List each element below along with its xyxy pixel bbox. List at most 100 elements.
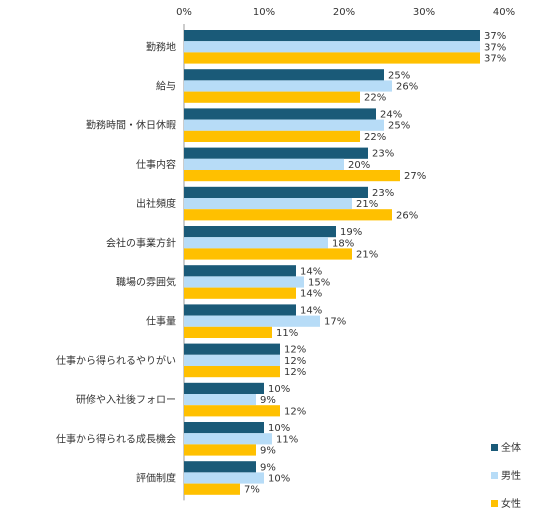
- data-label: 12%: [284, 345, 306, 356]
- data-label: 24%: [380, 110, 402, 121]
- bar: [184, 158, 344, 170]
- bar: [184, 226, 336, 238]
- bar: [184, 382, 264, 394]
- data-label: 10%: [268, 423, 290, 434]
- legend-swatch: [491, 444, 498, 451]
- data-label: 20%: [348, 160, 370, 171]
- category-label: 研修や入社後フォロー: [76, 393, 176, 406]
- data-label: 9%: [260, 446, 276, 457]
- data-label: 14%: [300, 289, 322, 300]
- bar: [184, 91, 360, 103]
- data-label: 23%: [372, 188, 394, 199]
- data-label: 7%: [244, 485, 260, 496]
- data-label: 14%: [300, 306, 322, 317]
- x-tick-label: 10%: [253, 7, 275, 18]
- data-label: 10%: [268, 384, 290, 395]
- data-label: 10%: [268, 474, 290, 485]
- bar: [184, 433, 272, 445]
- data-label: 14%: [300, 266, 322, 277]
- bar: [184, 287, 296, 299]
- bar: [184, 343, 280, 355]
- data-label: 25%: [388, 70, 410, 81]
- bar: [184, 444, 256, 456]
- category-label: 仕事量: [146, 315, 176, 328]
- bar: [184, 304, 296, 316]
- data-label: 12%: [284, 367, 306, 378]
- bar: [184, 198, 352, 210]
- data-label: 17%: [324, 317, 346, 328]
- category-label: 評価制度: [136, 472, 176, 485]
- bar: [184, 108, 376, 120]
- legend-label: 全体: [501, 441, 521, 454]
- data-label: 26%: [396, 210, 418, 221]
- data-label: 19%: [340, 227, 362, 238]
- bar: [184, 52, 480, 64]
- data-label: 12%: [284, 406, 306, 417]
- bar: [184, 265, 296, 277]
- category-label: 出社頻度: [136, 197, 176, 210]
- bar: [184, 41, 480, 53]
- bar: [184, 394, 256, 406]
- bar: [184, 461, 256, 473]
- x-axis: 0% 10% 20% 30% 40%: [176, 7, 515, 501]
- x-tick-label: 30%: [413, 7, 435, 18]
- data-label: 37%: [484, 42, 506, 53]
- bar: [184, 119, 384, 131]
- data-label: 11%: [276, 328, 298, 339]
- x-tick-label: 20%: [333, 7, 355, 18]
- legend-swatch: [491, 472, 498, 479]
- legend-label: 女性: [501, 497, 521, 510]
- category-labels: 勤務地給与勤務時間・休日休暇仕事内容出社頻度会社の事業方針職場の雰囲気仕事量仕事…: [56, 40, 176, 484]
- data-label: 37%: [484, 31, 506, 42]
- bar: [184, 248, 352, 260]
- category-label: 職場の雰囲気: [116, 276, 176, 289]
- bar: [184, 80, 392, 92]
- category-label: 給与: [156, 80, 176, 93]
- data-label: 21%: [356, 250, 378, 261]
- x-tick-label: 40%: [493, 7, 515, 18]
- bar: [184, 276, 304, 288]
- data-label: 22%: [364, 132, 386, 143]
- x-tick-label: 0%: [176, 7, 192, 18]
- data-label: 15%: [308, 278, 330, 289]
- bar: [184, 30, 480, 42]
- bar: [184, 354, 280, 366]
- category-label: 仕事内容: [136, 158, 176, 171]
- bar: [184, 147, 368, 159]
- bars: [184, 30, 480, 495]
- data-label: 23%: [372, 149, 394, 160]
- data-label: 22%: [364, 93, 386, 104]
- category-label: 勤務地: [146, 40, 176, 53]
- bar: [184, 483, 240, 495]
- bar: [184, 326, 272, 338]
- category-label: 勤務時間・休日休暇: [86, 119, 176, 132]
- legend-swatch: [491, 500, 498, 507]
- data-label: 9%: [260, 462, 276, 473]
- data-label: 12%: [284, 356, 306, 367]
- bar: [184, 237, 328, 249]
- data-label: 9%: [260, 395, 276, 406]
- bar: [184, 472, 264, 484]
- bar: [184, 366, 280, 378]
- data-label: 27%: [404, 171, 426, 182]
- data-label: 25%: [388, 121, 410, 132]
- legend-label: 男性: [501, 469, 521, 482]
- data-label: 37%: [484, 54, 506, 65]
- bar: [184, 69, 384, 81]
- data-label: 26%: [396, 82, 418, 93]
- bar: [184, 209, 392, 221]
- category-label: 仕事から得られるやりがい: [56, 354, 176, 367]
- bar: [184, 405, 280, 417]
- bar: [184, 130, 360, 142]
- bar: [184, 186, 368, 198]
- category-label: 仕事から得られる成長機会: [56, 432, 176, 445]
- category-label: 会社の事業方針: [106, 236, 176, 249]
- bar: [184, 170, 400, 182]
- bar: [184, 422, 264, 434]
- data-labels: 37%37%37%25%26%22%24%25%22%23%20%27%23%2…: [244, 31, 506, 496]
- data-label: 18%: [332, 238, 354, 249]
- bar: [184, 315, 320, 327]
- data-label: 21%: [356, 199, 378, 210]
